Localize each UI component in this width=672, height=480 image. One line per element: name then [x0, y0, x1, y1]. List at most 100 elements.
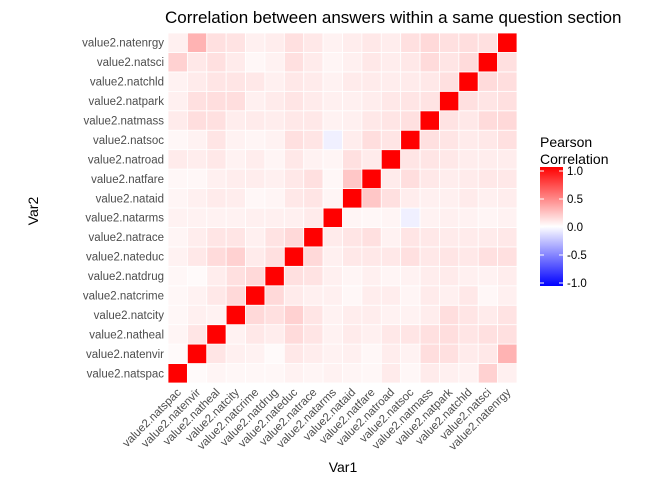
heatmap-cell-value2.natdrug-value2.natrace: [264, 227, 285, 248]
heatmap-cell-value2.nataid-value2.nateduc: [342, 246, 363, 267]
heatmap-cell-value2.natspac-value2.natarms: [167, 207, 188, 228]
heatmap-cell-value2.natenvir-value2.natarms: [186, 207, 208, 228]
y-tick-label: value2.natpark: [89, 96, 165, 108]
heatmap-cell-value2.natcrime-value2.natmass: [245, 110, 266, 131]
heatmap-cell-value2.nateduc-value2.natroad: [283, 149, 305, 170]
heatmap-cell-value2.natenvir-value2.natenrgy: [186, 32, 208, 53]
heatmap-cell-value2.natsoc-value2.natrace: [400, 227, 421, 248]
heatmap-cell-value2.natspac-value2.natheal: [167, 324, 188, 345]
heatmap-cell-value2.natroad-value2.nateduc: [380, 246, 402, 267]
heatmap-cell-value2.natenvir-value2.nateduc: [186, 246, 208, 267]
heatmap-cell-value2.natdrug-value2.natdrug: [264, 265, 285, 287]
heatmap-cell-value2.natarms-value2.natrace: [322, 227, 343, 248]
heatmap-cell-value2.natmass-value2.natenrgy: [419, 32, 440, 53]
heatmap-cell-value2.nataid-value2.natenvir: [342, 343, 363, 364]
heatmap-cell-value2.natchld-value2.natfare: [458, 168, 479, 189]
heatmap-cell-value2.natfare-value2.natdrug: [361, 265, 382, 287]
heatmap-cell-value2.natenrgy-value2.nateduc: [497, 246, 518, 267]
heatmap-cell-value2.natdrug-value2.natheal: [264, 324, 285, 345]
heatmap-cell-value2.natroad-value2.natenrgy: [380, 32, 402, 53]
heatmap-cell-value2.natarms-value2.natarms: [322, 207, 343, 228]
heatmap-cell-value2.natcrime-value2.natheal: [245, 324, 266, 345]
heatmap-cell-value2.natsci-value2.nateduc: [477, 246, 499, 267]
heatmap-cell-value2.natsoc-value2.nateduc: [400, 246, 421, 267]
heatmap-cell-value2.natspac-value2.natmass: [167, 110, 188, 131]
heatmap-cell-value2.natcity-value2.natheal: [225, 324, 246, 345]
heatmap-cell-value2.natdrug-value2.nataid: [264, 188, 285, 209]
heatmap-cell-value2.natrace-value2.nateduc: [303, 246, 324, 267]
heatmap-cell-value2.natarms-value2.natmass: [322, 110, 343, 131]
heatmap-cell-value2.natchld-value2.natrace: [458, 227, 479, 248]
heatmap-cell-value2.natcrime-value2.natarms: [245, 207, 266, 228]
heatmap-cell-value2.natheal-value2.natmass: [206, 110, 227, 131]
legend-tick-label: 0.0: [567, 222, 583, 234]
heatmap-cell-value2.natarms-value2.natenvir: [322, 343, 343, 364]
y-axis-title: Var2: [25, 197, 41, 226]
heatmap-cell-value2.natcity-value2.natenrgy: [225, 32, 246, 53]
heatmap-cell-value2.natenrgy-value2.natrace: [497, 227, 518, 248]
heatmap-cell-value2.natsci-value2.natarms: [477, 207, 499, 228]
heatmap-cell-value2.natcity-value2.natchld: [225, 71, 246, 92]
heatmap-cell-value2.nateduc-value2.natpark: [283, 90, 305, 112]
heatmap-cell-value2.natspac-value2.natrace: [167, 227, 188, 248]
heatmap-cell-value2.nateduc-value2.natenvir: [283, 343, 305, 364]
heatmap-cell-value2.natdrug-value2.natroad: [264, 149, 285, 170]
heatmap-cell-value2.natenrgy-value2.nataid: [497, 188, 518, 209]
heatmap-cell-value2.natenvir-value2.natpark: [186, 90, 208, 112]
heatmap-cell-value2.natenvir-value2.natcrime: [186, 285, 208, 306]
heatmap-cell-value2.natfare-value2.natcrime: [361, 285, 382, 306]
heatmap-cell-value2.natcrime-value2.natroad: [245, 149, 266, 170]
heatmap-cell-value2.natrace-value2.natsci: [303, 52, 324, 73]
heatmap-cell-value2.natcity-value2.natdrug: [225, 265, 246, 287]
heatmap-cell-value2.natmass-value2.natarms: [419, 207, 440, 228]
heatmap-cell-value2.natdrug-value2.natsoc: [264, 129, 285, 151]
heatmap-cell-value2.natroad-value2.natcrime: [380, 285, 402, 306]
heatmap-cell-value2.natenvir-value2.natrace: [186, 227, 208, 248]
heatmap-cell-value2.natpark-value2.natsoc: [439, 129, 460, 151]
heatmap-cell-value2.natchld-value2.natarms: [458, 207, 479, 228]
heatmap-cell-value2.natcrime-value2.natspac: [245, 363, 266, 384]
heatmap-cell-value2.natpark-value2.nataid: [439, 188, 460, 209]
heatmap-cell-value2.natenrgy-value2.natsoc: [497, 129, 518, 151]
y-tick-label: value2.natcrime: [83, 291, 164, 303]
heatmap-cell-value2.natchld-value2.natroad: [458, 149, 479, 170]
heatmap-cell-value2.natcrime-value2.natdrug: [245, 265, 266, 287]
heatmap-cell-value2.nataid-value2.natmass: [342, 110, 363, 131]
heatmap-cell-value2.natfare-value2.natrace: [361, 227, 382, 248]
heatmap-cell-value2.natfare-value2.natroad: [361, 149, 382, 170]
heatmap-cell-value2.natsci-value2.natmass: [477, 110, 499, 131]
heatmap-cell-value2.natroad-value2.natcity: [380, 304, 402, 326]
heatmap-cell-value2.natpark-value2.natsci: [439, 52, 460, 73]
x-axis-tick-labels: value2.natspacvalue2.natenvirvalue2.nath…: [121, 386, 514, 453]
heatmap-cell-value2.natpark-value2.natenvir: [439, 343, 460, 364]
heatmap-cell-value2.natsoc-value2.natheal: [400, 324, 421, 345]
heatmap-cell-value2.natarms-value2.natenrgy: [322, 32, 343, 53]
heatmap-cell-value2.natpark-value2.natenrgy: [439, 32, 460, 53]
heatmap-cell-value2.natsoc-value2.natfare: [400, 168, 421, 189]
heatmap-cell-value2.natpark-value2.nateduc: [439, 246, 460, 267]
heatmap-cell-value2.natspac-value2.nateduc: [167, 246, 188, 267]
heatmap-cell-value2.nateduc-value2.natcrime: [283, 285, 305, 306]
heatmap-cell-value2.natrace-value2.natenvir: [303, 343, 324, 364]
heatmap-cell-value2.natenrgy-value2.natenvir: [497, 343, 518, 364]
heatmap-cell-value2.natfare-value2.natenvir: [361, 343, 382, 364]
heatmap-cell-value2.natcrime-value2.natpark: [245, 90, 266, 112]
y-tick-label: value2.natroad: [88, 154, 164, 166]
heatmap-cell-value2.natdrug-value2.natpark: [264, 90, 285, 112]
heatmap-cell-value2.natcity-value2.nataid: [225, 188, 246, 209]
heatmap-cell-value2.natenrgy-value2.natarms: [497, 207, 518, 228]
heatmap-cell-value2.nateduc-value2.nataid: [283, 188, 305, 209]
heatmap-cell-value2.natfare-value2.natchld: [361, 71, 382, 92]
heatmap-cell-value2.natarms-value2.natdrug: [322, 265, 343, 287]
heatmap-cell-value2.natchld-value2.natcrime: [458, 285, 479, 306]
heatmap-cell-value2.natrace-value2.natdrug: [303, 265, 324, 287]
legend-tick-label: 0.5: [567, 194, 583, 206]
heatmap-cell-value2.natfare-value2.natfare: [361, 168, 382, 189]
heatmap-cell-value2.natchld-value2.natspac: [458, 363, 479, 384]
heatmap-cell-value2.natheal-value2.natcity: [206, 304, 227, 326]
heatmap-cell-value2.natpark-value2.natroad: [439, 149, 460, 170]
heatmap-cell-value2.nateduc-value2.natsci: [283, 52, 305, 73]
heatmap-cell-value2.natsoc-value2.nataid: [400, 188, 421, 209]
heatmap-cell-value2.natenvir-value2.natchld: [186, 71, 208, 92]
heatmap-cell-value2.natcity-value2.natarms: [225, 207, 246, 228]
